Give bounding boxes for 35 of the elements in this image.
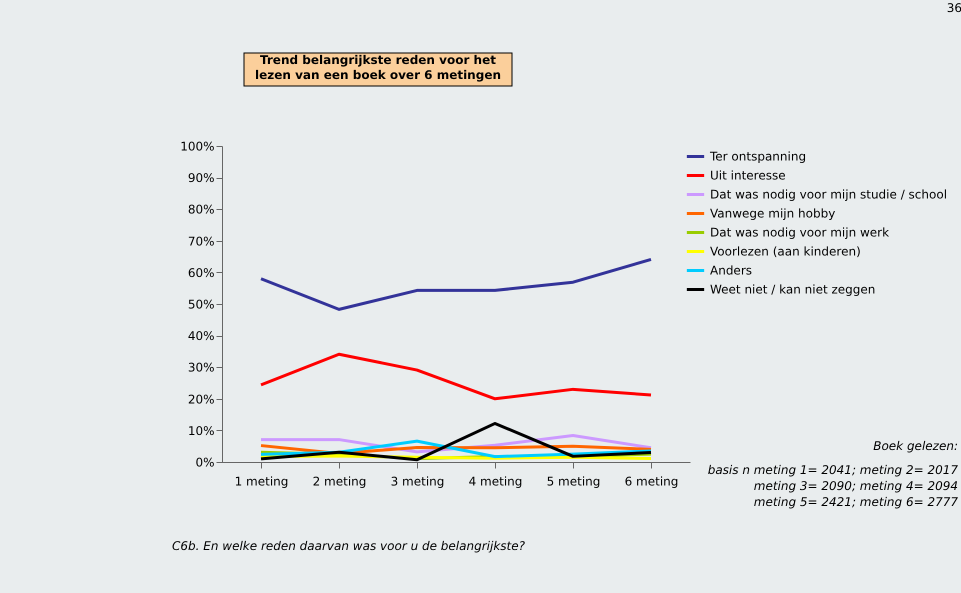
legend-label: Dat was nodig voor mijn werk bbox=[710, 226, 890, 240]
x-tick-label: 4 meting bbox=[468, 474, 522, 488]
x-tick-label: 3 meting bbox=[390, 474, 444, 488]
y-tick-label: 100% bbox=[180, 140, 214, 154]
legend-label: Voorlezen (aan kinderen) bbox=[710, 244, 861, 258]
y-tick-label: 60% bbox=[188, 266, 214, 280]
y-tick-label: 10% bbox=[188, 424, 214, 438]
y-tick-label: 50% bbox=[188, 298, 214, 312]
x-tick-label: 2 meting bbox=[312, 474, 366, 488]
x-tick-label: 5 meting bbox=[546, 474, 600, 488]
line-series bbox=[260, 352, 652, 400]
y-tick-label: 70% bbox=[188, 234, 214, 248]
line-series bbox=[260, 258, 652, 311]
y-tick-label: 20% bbox=[188, 392, 214, 406]
legend-label: Uit interesse bbox=[710, 168, 786, 182]
text: meting 3= 2090; meting 4= 2094 bbox=[754, 479, 958, 493]
x-tick-label: 6 meting bbox=[624, 474, 678, 488]
y-tick-label: 40% bbox=[188, 329, 214, 344]
y-tick-label: 80% bbox=[188, 202, 214, 217]
legend-label: Vanwege mijn hobby bbox=[710, 206, 836, 220]
text: 36 bbox=[946, 1, 961, 15]
y-tick-label: 30% bbox=[188, 360, 214, 375]
text: meting 5= 2421; meting 6= 2777 bbox=[754, 495, 958, 509]
legend-label: Ter ontspanning bbox=[709, 150, 806, 164]
text: basis n meting 1= 2041; meting 2= 2017 bbox=[708, 463, 958, 477]
legend-label: Dat was nodig voor mijn studie / school bbox=[710, 188, 948, 202]
text: C6b. En welke reden daarvan was voor u de belangrijkste? bbox=[172, 539, 526, 553]
text: Boek gelezen: bbox=[873, 439, 958, 453]
x-tick-label: 1 meting bbox=[234, 474, 288, 488]
y-tick-label: 90% bbox=[188, 171, 214, 186]
legend-label: Anders bbox=[710, 264, 752, 278]
chart-title: Trend belangrijkste reden voor het lezen van een boek over 6 metingen bbox=[255, 53, 501, 82]
y-tick-label: 0% bbox=[195, 456, 214, 470]
line-series bbox=[260, 422, 652, 462]
legend-label: Weet niet / kan niet zeggen bbox=[710, 282, 876, 296]
